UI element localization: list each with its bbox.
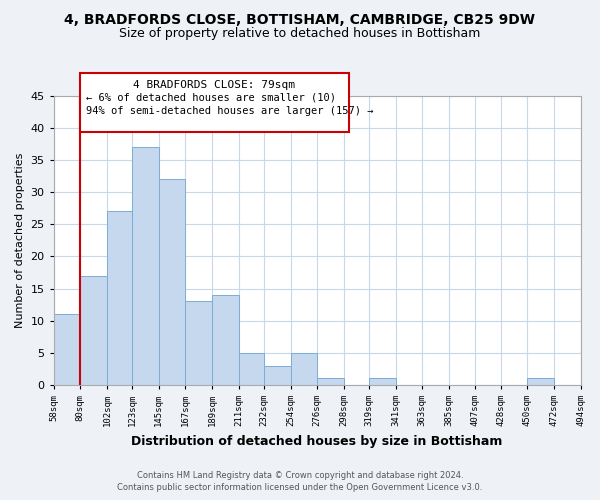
- Bar: [290, 353, 317, 385]
- Text: 4 BRADFORDS CLOSE: 79sqm: 4 BRADFORDS CLOSE: 79sqm: [133, 80, 295, 90]
- Bar: [317, 378, 344, 385]
- Bar: [264, 366, 290, 385]
- FancyBboxPatch shape: [80, 72, 349, 132]
- Bar: [185, 302, 212, 385]
- Bar: [159, 180, 185, 385]
- Bar: [369, 378, 395, 385]
- Bar: [212, 295, 239, 385]
- X-axis label: Distribution of detached houses by size in Bottisham: Distribution of detached houses by size …: [131, 434, 503, 448]
- Text: 4, BRADFORDS CLOSE, BOTTISHAM, CAMBRIDGE, CB25 9DW: 4, BRADFORDS CLOSE, BOTTISHAM, CAMBRIDGE…: [65, 12, 536, 26]
- Bar: [239, 353, 264, 385]
- Bar: [132, 147, 159, 385]
- Text: Size of property relative to detached houses in Bottisham: Size of property relative to detached ho…: [119, 28, 481, 40]
- Text: ← 6% of detached houses are smaller (10): ← 6% of detached houses are smaller (10): [86, 93, 337, 103]
- Text: 94% of semi-detached houses are larger (157) →: 94% of semi-detached houses are larger (…: [86, 106, 374, 116]
- Bar: [54, 314, 80, 385]
- Bar: [527, 378, 554, 385]
- Y-axis label: Number of detached properties: Number of detached properties: [15, 152, 25, 328]
- Bar: [80, 276, 107, 385]
- Text: Contains HM Land Registry data © Crown copyright and database right 2024.
Contai: Contains HM Land Registry data © Crown c…: [118, 471, 482, 492]
- Bar: [107, 212, 132, 385]
